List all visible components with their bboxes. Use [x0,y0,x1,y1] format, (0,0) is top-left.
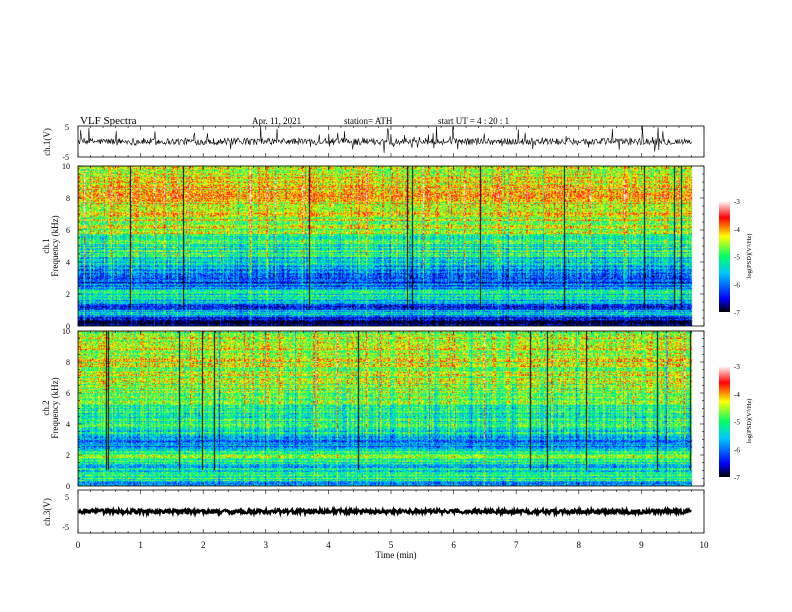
x-tick-label: 9 [639,540,644,550]
station-label: station= ATH [344,116,393,126]
ch1-spectrogram-frame [77,165,705,327]
x-tick-label: 10 [700,540,710,550]
x-tick-label: 0 [76,540,81,550]
figure-title: VLF Spectra [80,115,137,127]
ch1-spectrogram-panel: 0 2 4 6 8 10 ch.1 Frequency (kHz) [41,162,705,331]
ch1-spectrogram-ylabel-frequency: Frequency (kHz) [50,215,60,276]
x-tick-label: 1 [138,540,143,550]
x-tick-label: 3 [264,540,269,550]
colorbar-tick-label: -6 [734,446,740,454]
time-axis-label: Time (min) [376,550,417,560]
ch1-colorbar-gradient [719,201,730,312]
ch1-waveform-ylabel: ch.1(V) [42,128,52,156]
x-tick-label: 6 [451,540,456,550]
colorbar-tick-label: -6 [734,281,740,289]
ch3-waveform-trace [77,505,692,518]
ch2-spectrogram-panel: 0 2 4 6 8 10 ch.2 Frequency (kHz) [41,327,705,491]
ch2-spectrogram-image [78,331,704,486]
x-tick-label: 7 [514,540,519,550]
ch1-spectrogram-image [78,166,704,326]
ch3-waveform-ylabel: ch.3(V) [42,498,52,526]
ch2-colorbar-label: log(PSD)(V²/Hz) [746,399,753,444]
start-time-label: start UT = 4 : 20 : 1 [438,116,509,126]
ch1-frequency-tick-labels: 0 2 4 6 8 10 [62,162,70,331]
frequency-tick-label: 2 [66,290,70,299]
frequency-tick-label: 8 [66,194,70,203]
ch1-waveform-frame [77,125,705,158]
ch2-spectrogram-ticks [77,330,705,487]
ch1-colorbar-label: log(PSD)(V²/Hz) [746,234,753,279]
frequency-tick-label: 4 [66,258,70,267]
time-axis-tick-labels: 0 1 2 3 4 5 6 7 8 9 10 [76,540,709,550]
frequency-tick-label: 10 [62,327,70,336]
frequency-tick-label: 0 [66,482,70,491]
x-tick-label: 4 [326,540,331,550]
colorbar-tick-label: -4 [734,226,740,234]
ch2-spectrogram-ylabel-frequency: Frequency (kHz) [50,377,60,438]
frequency-tick-label: 6 [66,226,70,235]
frequency-tick-label: 6 [66,389,70,398]
ch2-colorbar: -3 -4 -5 -6 -7 log(PSD)(V²/Hz) [719,363,753,482]
colorbar-tick-label: -5 [734,254,740,262]
frequency-tick-label: 10 [62,162,70,171]
ch3-waveform-frame [77,489,705,534]
ch1-colorbar-tick-labels: -3 -4 -5 -6 -7 [734,198,740,317]
frequency-tick-label: 2 [66,451,70,460]
colorbar-tick-label: -7 [734,309,740,317]
date-label: Apr. 11, 2021 [252,116,301,126]
ch2-frequency-tick-labels: 0 2 4 6 8 10 [62,327,70,491]
ch3-waveform-panel: 5 -5 ch.3(V) 0 1 2 3 4 5 6 7 8 9 10 Time (min) [42,489,709,560]
x-tick-label: 5 [389,540,394,550]
ch2-spectrogram-ylabel-channel: ch.2 [41,400,51,415]
colorbar-tick-label: -4 [734,391,740,399]
colorbar-tick-label: -3 [734,198,740,206]
ch2-spectrogram-frame [77,330,705,487]
ch1-spectrogram-ylabel-channel: ch.1 [41,238,51,253]
ch3-ytick-bottom: -5 [62,523,69,532]
frequency-tick-label: 4 [66,420,70,429]
ch1-waveform-trace [77,125,692,153]
colorbar-tick-label: -7 [734,474,740,482]
frequency-tick-label: 8 [66,358,70,367]
ch2-colorbar-gradient [719,366,730,477]
ch2-colorbar-tick-labels: -3 -4 -5 -6 -7 [734,363,740,482]
frequency-tick-label: 0 [66,322,70,331]
ch3-ytick-top: 5 [65,493,69,502]
ch1-colorbar: -3 -4 -5 -6 -7 log(PSD)(V²/Hz) [719,198,753,317]
x-tick-label: 2 [201,540,206,550]
x-tick-label: 8 [577,540,582,550]
ch1-ytick-top: 5 [65,123,69,132]
ch1-waveform-panel: 5 -5 ch.1(V) [42,123,705,162]
colorbar-tick-label: -5 [734,419,740,427]
ch1-ytick-bottom: -5 [62,153,69,162]
colorbar-tick-label: -3 [734,363,740,371]
